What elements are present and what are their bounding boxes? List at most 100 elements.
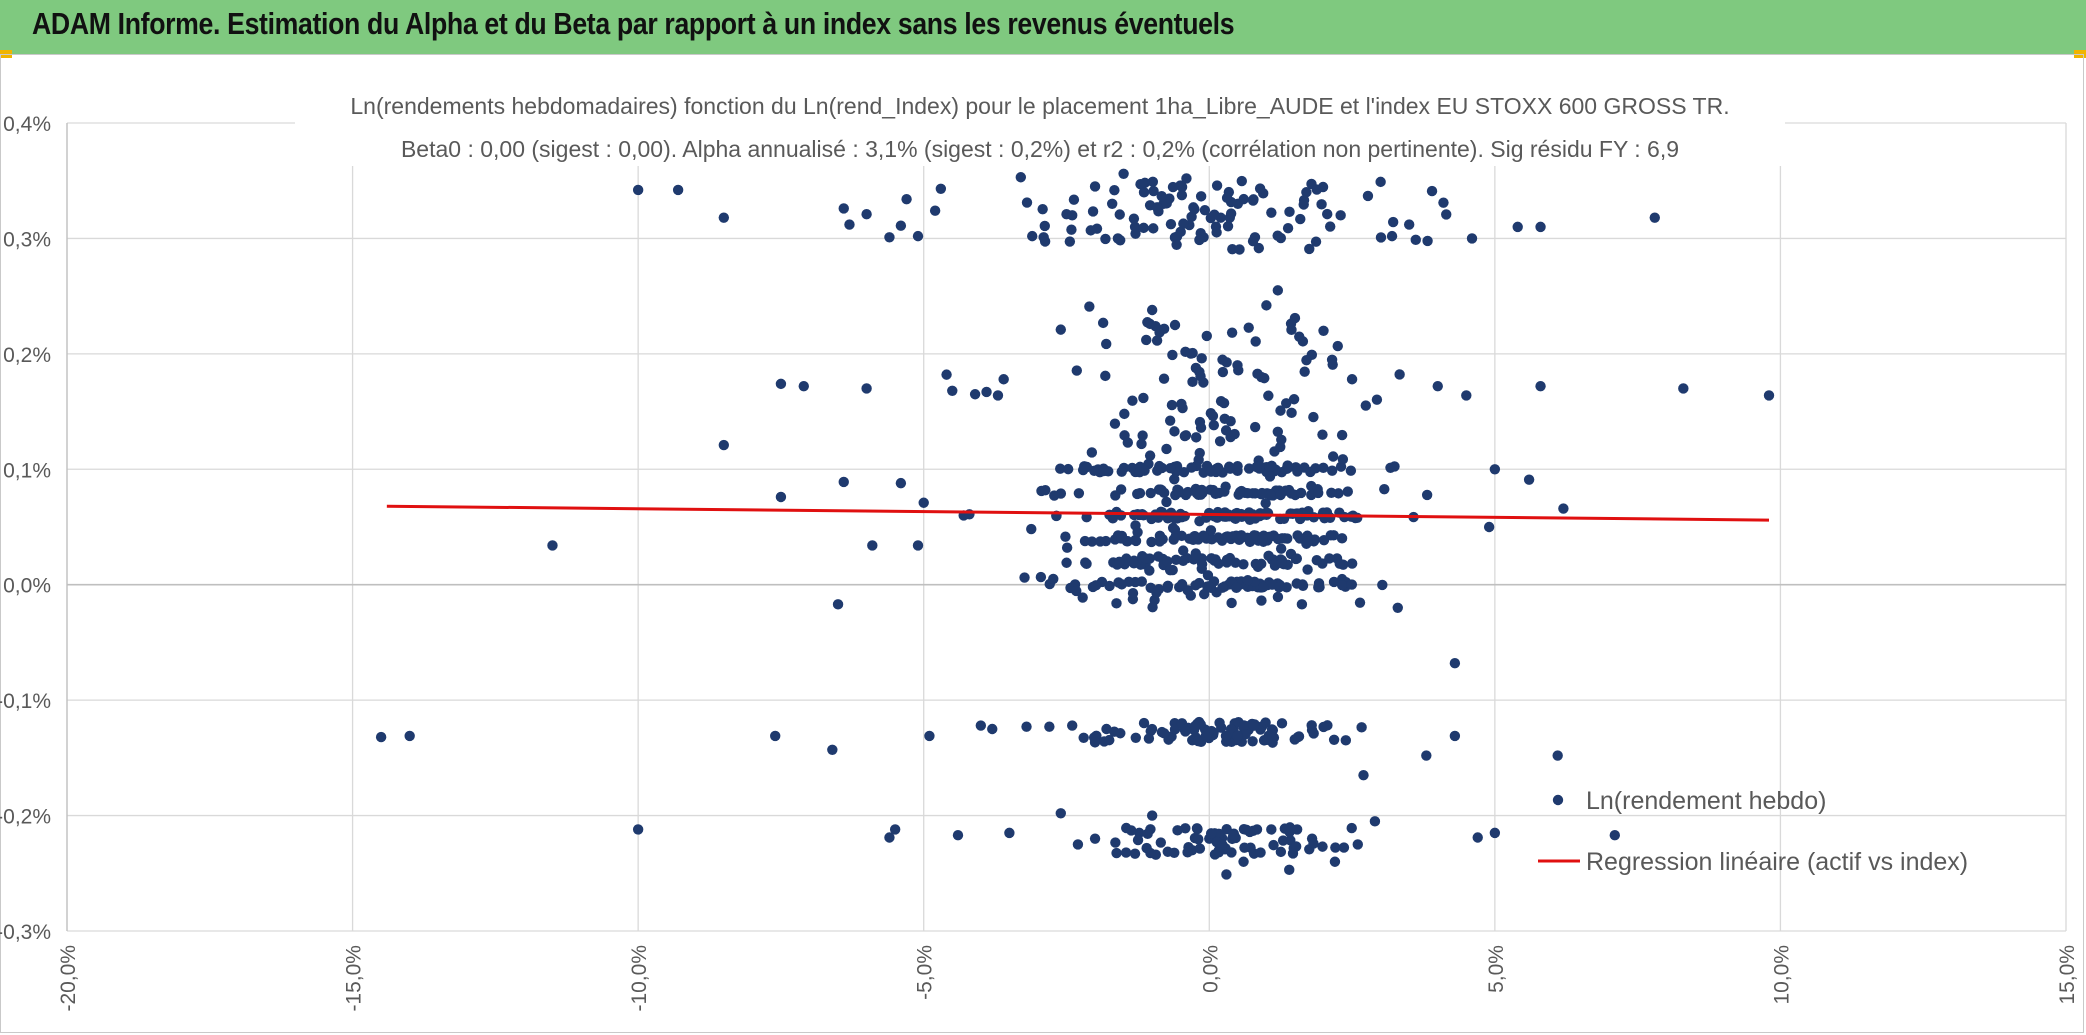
data-point — [827, 744, 838, 755]
axis-ticks: 0,4% 0,3% 0,2% 0,1% 0,0% -0,1% -0,2% -0,3% -20,0… — [0, 113, 2079, 1012]
chart-legend: Ln(rendement hebdo) Regression linéaire … — [1538, 787, 1968, 876]
data-point — [1284, 864, 1295, 876]
data-point — [1326, 487, 1337, 499]
data-point — [838, 203, 849, 214]
data-point — [1336, 580, 1348, 591]
data-point — [1248, 194, 1259, 205]
x-tick-label: -10,0% — [628, 945, 651, 1012]
data-point — [1236, 175, 1247, 187]
data-point — [1189, 720, 1201, 732]
legend-label-regression: Regression linéaire (actif vs index) — [1586, 848, 1968, 876]
data-point — [867, 540, 878, 551]
data-point — [1078, 732, 1089, 743]
data-point — [1346, 558, 1358, 569]
data-point — [1164, 565, 1176, 576]
data-point — [1179, 511, 1190, 522]
y-tick-label: -0,2% — [0, 806, 51, 829]
x-tick-label: 15,0% — [2056, 945, 2079, 1005]
data-point — [1210, 221, 1222, 232]
data-point — [1221, 823, 1232, 835]
data-point — [1239, 842, 1250, 853]
data-point — [1154, 327, 1165, 338]
data-point — [1213, 847, 1225, 858]
data-point — [1146, 304, 1158, 316]
data-point — [1489, 827, 1501, 839]
data-point — [1182, 486, 1194, 498]
data-point — [1313, 582, 1324, 593]
data-point — [1126, 825, 1137, 836]
data-point — [1101, 338, 1112, 350]
data-point — [1263, 550, 1274, 562]
data-point — [1377, 579, 1388, 591]
data-point — [1222, 221, 1234, 232]
data-point — [895, 477, 907, 489]
y-tick-label: 0,1% — [3, 459, 51, 482]
data-point — [1100, 370, 1111, 382]
data-point — [1291, 824, 1303, 835]
data-point — [1152, 465, 1163, 476]
data-point — [1081, 461, 1093, 473]
data-point — [1026, 523, 1037, 535]
data-point — [1060, 531, 1071, 542]
data-point — [1165, 218, 1177, 230]
data-point — [1039, 236, 1051, 247]
data-point — [1142, 828, 1153, 840]
data-point — [1228, 830, 1239, 841]
data-point — [1238, 559, 1249, 570]
data-point — [1233, 365, 1244, 376]
data-point — [1061, 557, 1072, 568]
data-point — [1386, 230, 1398, 242]
data-point — [1332, 340, 1343, 352]
data-point — [1190, 432, 1202, 443]
data-point — [1286, 488, 1297, 499]
data-point — [1019, 572, 1030, 583]
data-point — [404, 730, 415, 742]
data-point — [1162, 582, 1173, 593]
data-point — [1375, 176, 1386, 188]
data-point — [1226, 597, 1237, 609]
data-point — [889, 824, 901, 835]
data-point — [1217, 366, 1229, 378]
data-point — [1190, 580, 1201, 591]
data-point — [1142, 317, 1153, 328]
x-tick-label: -5,0% — [914, 945, 937, 1000]
data-point — [1217, 582, 1228, 593]
data-point — [1276, 557, 1288, 569]
data-point — [1421, 750, 1432, 761]
data-point — [901, 193, 912, 205]
data-point — [1205, 582, 1217, 594]
data-point — [1219, 511, 1230, 522]
data-point — [1097, 317, 1109, 329]
data-point — [884, 232, 895, 243]
data-point — [1234, 486, 1246, 498]
data-point — [775, 491, 787, 503]
data-point — [1317, 429, 1328, 440]
data-point — [1004, 827, 1015, 839]
data-point — [632, 184, 644, 196]
data-point — [1064, 236, 1076, 247]
data-point — [1021, 721, 1032, 732]
data-point — [1130, 228, 1141, 239]
data-point — [1472, 832, 1483, 843]
title-background — [295, 86, 1785, 166]
data-point — [884, 832, 895, 843]
data-point — [1175, 226, 1186, 238]
data-point — [1254, 183, 1266, 194]
data-point — [547, 540, 558, 551]
data-point — [1250, 558, 1262, 570]
data-point — [1263, 390, 1274, 401]
data-point — [1205, 828, 1217, 839]
data-point — [1040, 484, 1051, 496]
data-point — [1262, 734, 1273, 745]
data-point — [1422, 235, 1433, 247]
data-point — [1290, 841, 1302, 852]
data-point — [1426, 185, 1438, 197]
data-point — [1206, 553, 1217, 564]
data-point — [1205, 466, 1217, 477]
data-point — [1037, 203, 1048, 215]
data-point — [1167, 349, 1178, 361]
data-point — [1266, 207, 1277, 218]
data-point — [1171, 239, 1182, 250]
data-point — [375, 731, 387, 743]
